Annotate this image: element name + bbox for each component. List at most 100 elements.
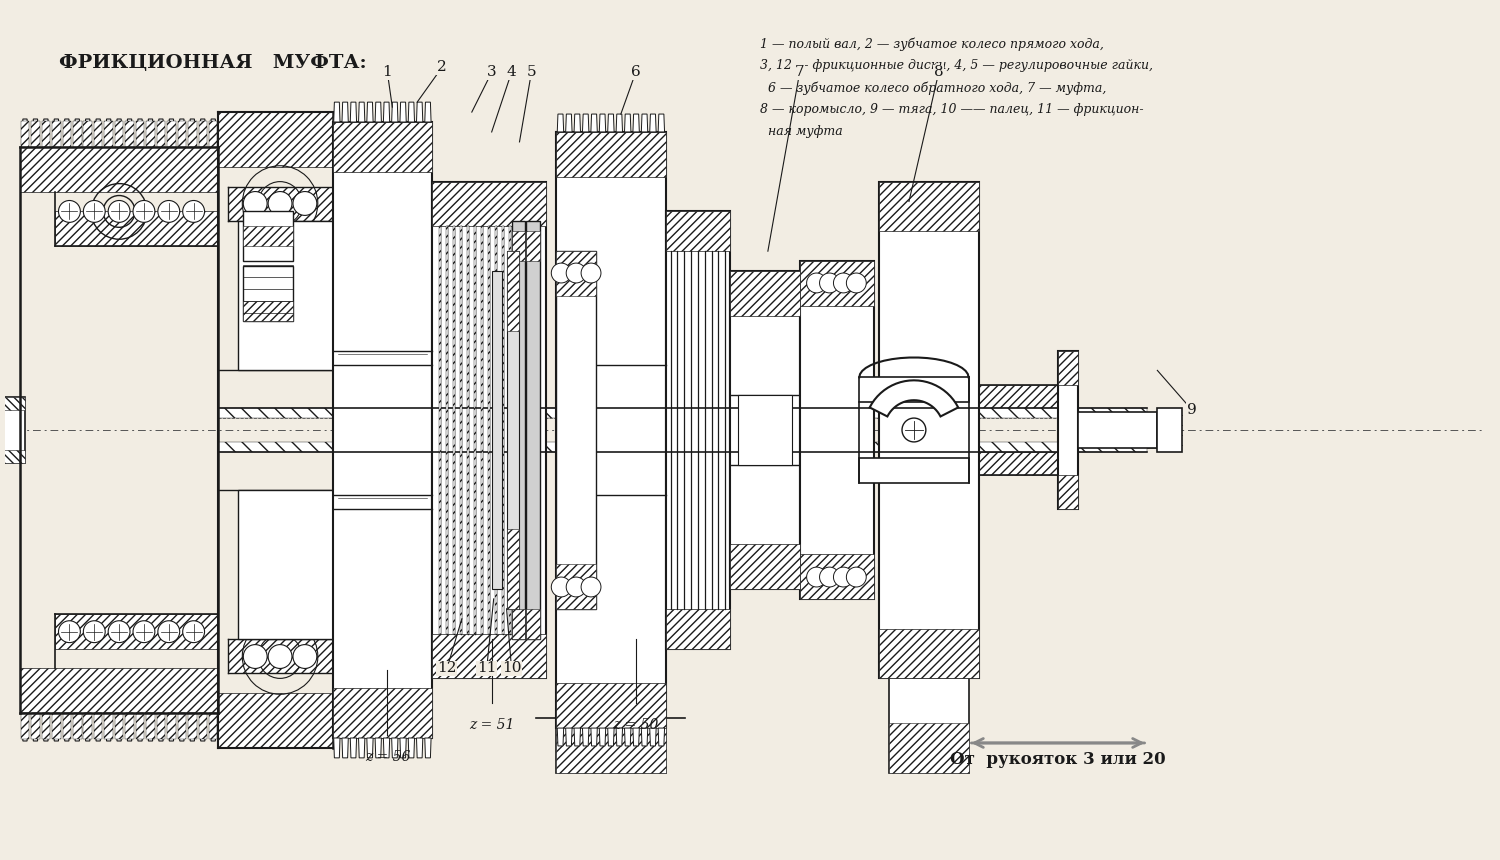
Bar bbox=[1078, 412, 1158, 420]
Polygon shape bbox=[650, 114, 656, 132]
Text: 3, 12 — фрикционные диски, 4, 5 — регулировочные гайки,: 3, 12 — фрикционные диски, 4, 5 — регули… bbox=[760, 59, 1154, 72]
Polygon shape bbox=[368, 102, 374, 122]
Bar bbox=[488, 226, 490, 634]
Ellipse shape bbox=[846, 567, 865, 587]
Bar bbox=[219, 693, 333, 748]
Ellipse shape bbox=[552, 263, 572, 283]
Bar bbox=[243, 301, 292, 321]
Polygon shape bbox=[616, 114, 622, 132]
Bar bbox=[512, 231, 525, 261]
Polygon shape bbox=[94, 119, 102, 147]
Polygon shape bbox=[333, 102, 340, 122]
Bar bbox=[859, 458, 969, 482]
Bar bbox=[666, 212, 730, 648]
Polygon shape bbox=[375, 102, 381, 122]
Bar bbox=[333, 122, 432, 172]
Polygon shape bbox=[200, 119, 206, 147]
Bar bbox=[492, 271, 501, 589]
Text: 1 — полый вал, 2 — зубчатое колесо прямого хода,: 1 — полый вал, 2 — зубчатое колесо прямо… bbox=[760, 38, 1104, 51]
Bar bbox=[333, 688, 432, 738]
Text: 8 — коромысло, 9 — тяга, 10 —— палец, 11 — фрикцион-: 8 — коромысло, 9 — тяга, 10 —— палец, 11… bbox=[760, 103, 1143, 116]
Text: z = 51: z = 51 bbox=[470, 718, 514, 732]
Polygon shape bbox=[870, 380, 958, 416]
Bar bbox=[209, 121, 218, 147]
Polygon shape bbox=[32, 119, 39, 147]
Polygon shape bbox=[384, 102, 390, 122]
Ellipse shape bbox=[134, 621, 154, 642]
Polygon shape bbox=[126, 713, 134, 741]
Ellipse shape bbox=[243, 192, 267, 215]
Bar bbox=[730, 544, 800, 589]
Bar bbox=[432, 181, 546, 679]
Bar bbox=[74, 713, 81, 739]
Polygon shape bbox=[351, 738, 357, 758]
Polygon shape bbox=[210, 713, 216, 741]
Polygon shape bbox=[658, 728, 664, 746]
Bar bbox=[556, 251, 596, 609]
Ellipse shape bbox=[268, 192, 292, 215]
Bar bbox=[1078, 412, 1158, 448]
Bar bbox=[84, 121, 92, 147]
Polygon shape bbox=[566, 114, 572, 132]
Text: 12: 12 bbox=[436, 661, 456, 675]
Ellipse shape bbox=[183, 200, 204, 223]
Bar bbox=[198, 713, 207, 739]
Bar bbox=[243, 226, 292, 246]
Polygon shape bbox=[400, 738, 406, 758]
Ellipse shape bbox=[58, 621, 81, 642]
Polygon shape bbox=[63, 713, 70, 741]
Ellipse shape bbox=[580, 577, 602, 597]
Polygon shape bbox=[147, 119, 153, 147]
Bar bbox=[516, 226, 519, 634]
Polygon shape bbox=[616, 728, 622, 746]
Bar bbox=[116, 121, 123, 147]
Ellipse shape bbox=[183, 621, 204, 642]
Text: ФРИКЦИОННАЯ   МУФТА:: ФРИКЦИОННАЯ МУФТА: bbox=[60, 54, 368, 72]
Bar bbox=[177, 713, 186, 739]
Ellipse shape bbox=[243, 645, 267, 668]
Bar bbox=[63, 121, 70, 147]
Bar bbox=[890, 723, 969, 773]
Bar bbox=[105, 121, 112, 147]
Polygon shape bbox=[342, 102, 348, 122]
Ellipse shape bbox=[566, 263, 586, 283]
Bar bbox=[126, 121, 134, 147]
Bar bbox=[53, 121, 60, 147]
Bar bbox=[42, 121, 50, 147]
Polygon shape bbox=[650, 728, 656, 746]
Ellipse shape bbox=[134, 200, 154, 223]
Polygon shape bbox=[424, 738, 430, 758]
Bar bbox=[0, 397, 24, 410]
Bar bbox=[243, 266, 292, 321]
Polygon shape bbox=[351, 102, 357, 122]
Polygon shape bbox=[400, 102, 406, 122]
Bar bbox=[188, 121, 196, 147]
Polygon shape bbox=[408, 738, 414, 758]
Bar bbox=[136, 121, 144, 147]
Bar bbox=[446, 226, 448, 634]
Polygon shape bbox=[42, 713, 50, 741]
Polygon shape bbox=[358, 102, 364, 122]
Bar bbox=[188, 713, 196, 739]
Polygon shape bbox=[158, 119, 164, 147]
Polygon shape bbox=[74, 119, 81, 147]
Polygon shape bbox=[558, 114, 564, 132]
Bar bbox=[84, 713, 92, 739]
Bar bbox=[74, 121, 81, 147]
Polygon shape bbox=[178, 713, 184, 741]
Bar bbox=[238, 221, 333, 371]
Polygon shape bbox=[358, 738, 364, 758]
Polygon shape bbox=[178, 119, 184, 147]
Bar bbox=[466, 226, 470, 634]
Polygon shape bbox=[136, 713, 144, 741]
Bar bbox=[453, 226, 454, 634]
Ellipse shape bbox=[580, 263, 602, 283]
Bar bbox=[526, 609, 540, 639]
Bar bbox=[507, 530, 519, 609]
Bar bbox=[432, 181, 546, 226]
Text: 10: 10 bbox=[503, 661, 522, 675]
Bar bbox=[890, 679, 969, 773]
Bar bbox=[166, 121, 176, 147]
Bar bbox=[859, 378, 969, 402]
Bar bbox=[556, 251, 596, 296]
